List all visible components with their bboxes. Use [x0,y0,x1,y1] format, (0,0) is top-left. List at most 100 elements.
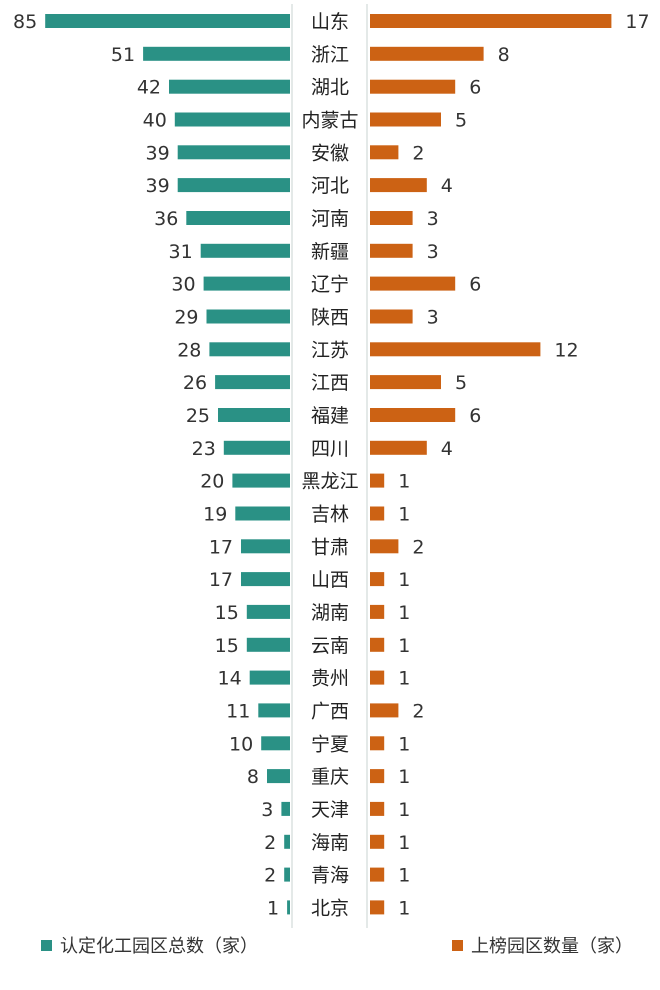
value-label-right-8: 6 [469,274,481,296]
value-label-left-22: 10 [229,733,253,755]
bar-left-5 [177,178,290,193]
value-label-right-2: 6 [469,77,481,99]
bar-right-3 [370,112,441,127]
value-label-left-8: 30 [171,274,195,296]
category-label-13: 四川 [311,438,349,460]
value-label-right-26: 1 [398,865,410,887]
bar-right-16 [370,539,399,554]
value-label-right-22: 1 [398,733,410,755]
bar-left-2 [169,79,290,94]
category-label-14: 黑龙江 [301,471,358,493]
bar-right-10 [370,342,541,357]
value-label-left-2: 42 [137,77,161,99]
value-label-right-27: 1 [398,897,410,919]
value-label-left-9: 29 [174,307,198,329]
bar-left-24 [281,801,290,816]
bar-right-9 [370,309,413,324]
category-label-27: 北京 [311,897,349,919]
value-label-left-21: 11 [226,700,250,722]
value-label-left-19: 15 [215,635,239,657]
bar-left-27 [287,900,290,915]
category-label-5: 河北 [311,175,349,197]
bar-right-20 [370,670,385,685]
legend-swatch-right [452,940,463,951]
value-label-right-6: 3 [427,208,439,230]
bar-right-18 [370,604,385,619]
bar-left-26 [284,867,290,882]
value-label-right-9: 3 [427,307,439,329]
category-label-22: 宁夏 [311,733,349,755]
value-label-left-16: 17 [209,536,233,558]
legend-label-left: 认定化工园区总数（家） [60,936,258,957]
value-label-left-17: 17 [209,569,233,591]
value-label-left-27: 1 [267,897,279,919]
value-label-right-5: 4 [441,175,453,197]
value-label-right-1: 8 [498,44,510,66]
value-label-left-12: 25 [186,405,210,427]
bar-right-1 [370,46,484,61]
bar-left-12 [218,408,290,422]
value-label-right-20: 1 [398,668,410,690]
bar-left-13 [223,440,290,455]
value-label-right-11: 5 [455,372,467,394]
bar-left-20 [249,670,290,685]
bar-right-24 [370,801,385,816]
value-label-right-19: 1 [398,635,410,657]
bar-left-25 [284,834,290,849]
bar-left-14 [232,473,290,488]
value-label-left-26: 2 [264,865,276,887]
value-label-right-3: 5 [455,110,467,132]
bar-right-11 [370,375,441,390]
category-label-19: 云南 [311,635,349,657]
category-label-9: 陕西 [311,307,349,329]
value-label-right-4: 2 [412,142,424,164]
value-label-right-10: 12 [554,339,578,361]
bar-right-17 [370,572,385,587]
category-label-2: 湖北 [311,77,349,99]
value-label-left-13: 23 [192,438,216,460]
category-label-24: 天津 [311,799,349,821]
category-label-10: 江苏 [311,339,349,361]
category-label-3: 内蒙古 [301,110,358,132]
bar-left-22 [261,736,290,751]
value-label-left-7: 31 [169,241,193,263]
category-label-16: 甘肃 [311,536,349,558]
bar-left-23 [267,769,290,784]
bar-left-17 [241,572,290,587]
bar-right-14 [370,473,385,488]
value-label-left-6: 36 [154,208,178,230]
category-label-7: 新疆 [311,241,349,263]
category-label-0: 山东 [311,11,349,33]
bar-right-26 [370,867,385,882]
value-label-left-25: 2 [264,832,276,854]
value-label-right-18: 1 [398,602,410,624]
category-label-26: 青海 [311,865,349,887]
category-label-21: 广西 [311,700,349,722]
category-label-23: 重庆 [311,766,349,788]
bar-right-8 [370,276,456,291]
value-label-right-7: 3 [427,241,439,263]
bar-right-15 [370,506,385,521]
value-label-left-14: 20 [200,471,224,493]
bar-right-12 [370,408,456,422]
value-label-right-24: 1 [398,799,410,821]
category-label-12: 福建 [311,405,349,427]
bar-left-4 [177,145,290,160]
bar-right-7 [370,243,413,258]
bar-left-10 [209,342,290,357]
bar-right-23 [370,769,385,784]
value-label-right-21: 2 [412,700,424,722]
value-label-right-15: 1 [398,504,410,526]
legend-swatch-left [41,940,52,951]
bar-right-0 [370,14,612,28]
bar-right-2 [370,79,456,94]
value-label-left-10: 28 [177,339,201,361]
value-label-left-11: 26 [183,372,207,394]
value-label-right-0: 17 [625,11,649,33]
value-label-right-16: 2 [412,536,424,558]
bar-left-21 [258,703,290,718]
value-label-right-23: 1 [398,766,410,788]
bar-right-27 [370,900,385,915]
value-label-left-18: 15 [215,602,239,624]
